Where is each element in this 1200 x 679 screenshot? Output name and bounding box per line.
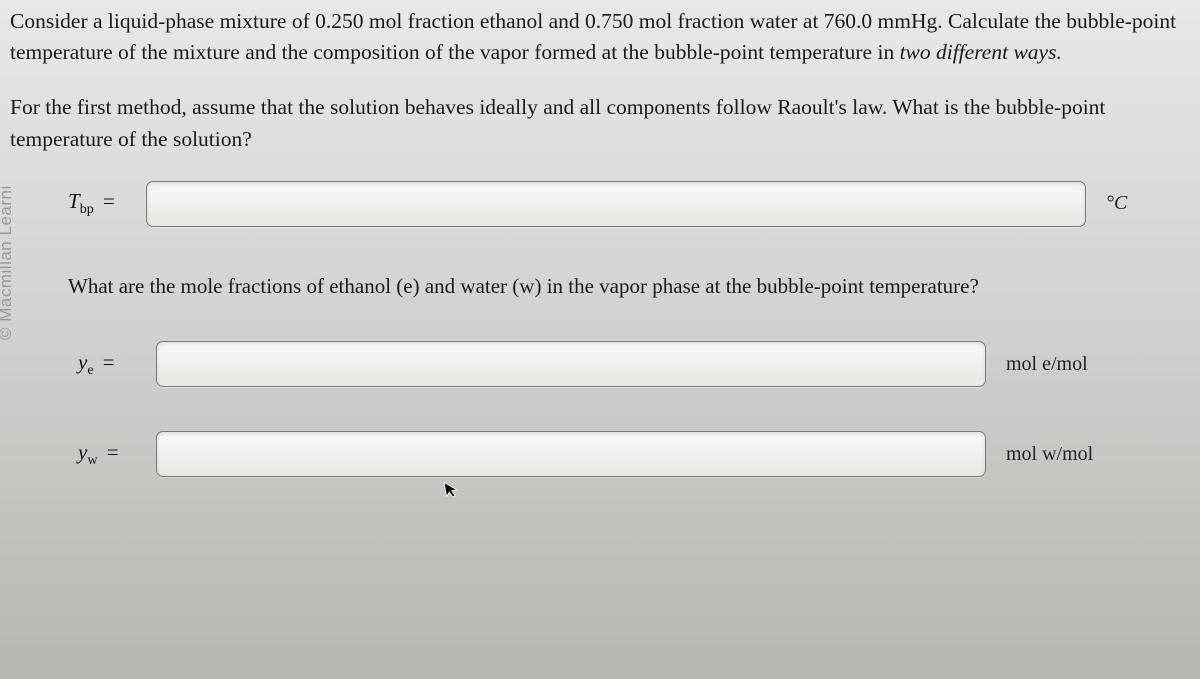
yw-symbol: y — [78, 440, 87, 464]
yw-unit: mol w/mol — [1006, 443, 1093, 466]
ye-label: ye = — [78, 350, 136, 379]
yw-subscript: w — [87, 453, 97, 468]
answer-yw-row: yw = mol w/mol — [78, 431, 1184, 477]
tbp-subscript: bp — [80, 202, 94, 217]
question-p1-emph: two different ways. — [900, 40, 1062, 64]
tbp-label: Tbp = — [68, 189, 126, 218]
answer-tbp-row: Tbp = °C — [68, 181, 1184, 227]
answer-ye-row: ye = mol e/mol — [78, 341, 1184, 387]
question-paragraph-1: Consider a liquid-phase mixture of 0.250… — [8, 6, 1184, 68]
tbp-input[interactable] — [146, 181, 1086, 227]
ye-symbol: y — [78, 350, 87, 374]
question-paragraph-3: What are the mole fractions of ethanol (… — [68, 271, 1184, 301]
ye-input[interactable] — [156, 341, 986, 387]
yw-label: yw = — [78, 440, 136, 469]
tbp-symbol: T — [68, 189, 80, 213]
ye-unit: mol e/mol — [1006, 353, 1088, 376]
question-paragraph-2: For the first method, assume that the so… — [8, 92, 1184, 154]
tbp-unit: °C — [1106, 192, 1127, 215]
ye-subscript: e — [87, 363, 93, 378]
yw-input[interactable] — [156, 431, 986, 477]
question-content: Consider a liquid-phase mixture of 0.250… — [0, 0, 1200, 521]
